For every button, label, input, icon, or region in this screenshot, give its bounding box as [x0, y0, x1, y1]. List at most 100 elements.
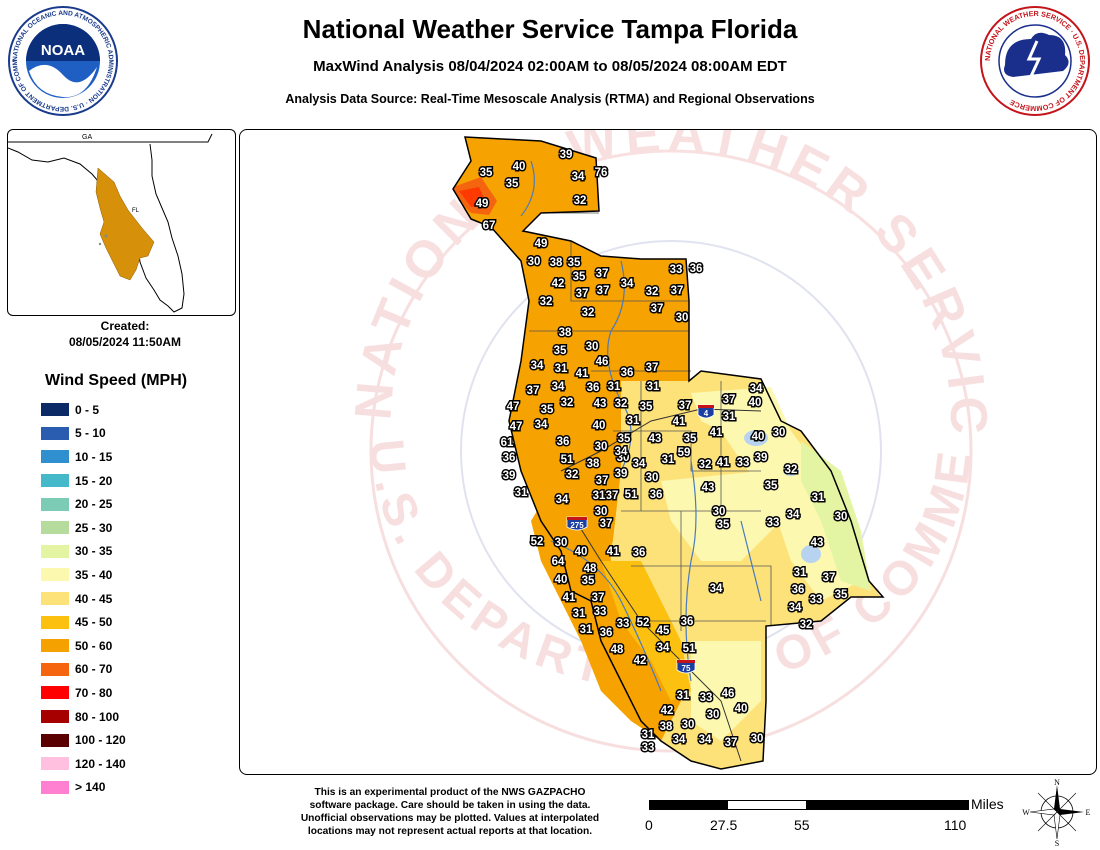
legend-label: 30 - 35: [75, 544, 113, 559]
interstate-75-shield: 75: [676, 659, 696, 674]
station-value: 51: [683, 643, 696, 655]
station-value: 30: [773, 427, 786, 439]
legend-row: 20 - 25: [41, 492, 126, 516]
station-value: 40: [513, 161, 526, 173]
nws-logo: NATIONAL WEATHER SERVICE · U.S. DEPARTME…: [980, 6, 1090, 116]
station-value: 36: [650, 489, 663, 501]
station-value: 48: [584, 563, 597, 575]
station-value: 40: [749, 397, 762, 409]
legend-title: Wind Speed (MPH): [45, 372, 188, 389]
station-value: 52: [637, 617, 650, 629]
station-value: 34: [750, 383, 763, 395]
legend-swatch: [41, 450, 69, 464]
station-value: 42: [634, 655, 647, 667]
station-value: 31: [812, 492, 825, 504]
station-value: 30: [751, 733, 764, 745]
legend-swatch: [41, 521, 69, 535]
legend-swatch: [41, 710, 69, 724]
station-value: 47: [507, 401, 520, 413]
legend-row: 0 - 5: [41, 398, 126, 422]
station-value: 40: [555, 574, 568, 586]
station-value: 37: [576, 288, 589, 300]
legend-label: 50 - 60: [75, 638, 113, 653]
legend-label: > 140: [75, 780, 106, 795]
station-value: 47: [510, 421, 523, 433]
station-value: 37: [606, 490, 619, 502]
legend-swatch: [41, 544, 69, 558]
station-value: 39: [615, 468, 628, 480]
compass-e: E: [1086, 808, 1091, 817]
station-value: 35: [573, 271, 586, 283]
station-value: 35: [506, 178, 519, 190]
station-value: 33: [737, 457, 750, 469]
legend-row: 10 - 15: [41, 445, 126, 469]
station-value: 31: [662, 454, 675, 466]
station-value: 34: [673, 734, 686, 746]
legend-label: 40 - 45: [75, 591, 113, 606]
station-value: 43: [702, 482, 715, 494]
legend-row: 25 - 30: [41, 516, 126, 540]
station-value: 45: [657, 625, 670, 637]
svg-text:4: 4: [704, 409, 709, 418]
legend-row: 120 - 140: [41, 752, 126, 776]
station-value: 33: [767, 517, 780, 529]
station-value: 61: [501, 437, 514, 449]
station-value: 32: [785, 464, 798, 476]
station-value: 37: [823, 572, 836, 584]
station-value: 40: [735, 703, 748, 715]
station-value: 31: [593, 490, 606, 502]
svg-text:275: 275: [570, 521, 584, 530]
station-value: 35: [554, 345, 567, 357]
station-value: 34: [789, 602, 802, 614]
legend-row: 50 - 60: [41, 634, 126, 658]
station-value: 51: [625, 489, 638, 501]
legend-row: 5 - 10: [41, 422, 126, 446]
station-value: 32: [574, 195, 587, 207]
station-value: 51: [561, 454, 574, 466]
station-value: 36: [633, 547, 646, 559]
interstate-highways: [560, 408, 762, 762]
station-value: 37: [600, 518, 613, 530]
legend-label: 15 - 20: [75, 473, 113, 488]
svg-text:75: 75: [682, 664, 691, 673]
station-value: 32: [800, 619, 813, 631]
station-value: 67: [483, 220, 496, 232]
station-value: 33: [700, 692, 713, 704]
station-value: 30: [617, 452, 630, 464]
station-value: 34: [699, 734, 712, 746]
legend-row: 100 - 120: [41, 728, 126, 752]
legend-label: 70 - 80: [75, 685, 113, 700]
station-value: 32: [615, 398, 628, 410]
station-value: 33: [642, 742, 655, 754]
scale-tick-3: 110: [944, 817, 967, 833]
station-value: 35: [640, 401, 653, 413]
legend-swatch: [41, 639, 69, 653]
legend-row: 70 - 80: [41, 681, 126, 705]
station-value: 36: [690, 263, 703, 275]
disclaimer-line: software package. Care should be taken i…: [309, 800, 591, 811]
station-value: 30: [586, 341, 599, 353]
locator-inset-map: GA FL: [7, 129, 236, 316]
station-value: 43: [811, 537, 824, 549]
noaa-logo: NATIONAL OCEANIC AND ATMOSPHERIC ADMINIS…: [7, 5, 118, 116]
station-value: 46: [722, 688, 735, 700]
station-value: 35: [582, 575, 595, 587]
compass-n: N: [1054, 778, 1060, 787]
disclaimer-line: This is an experimental product of the N…: [314, 787, 586, 798]
station-value: 42: [552, 278, 565, 290]
created-label: Created:: [100, 319, 150, 333]
compass-rose-icon: N S E W: [1022, 778, 1091, 847]
station-value: 36: [587, 382, 600, 394]
station-value: 37: [651, 303, 664, 315]
station-value: 33: [594, 606, 607, 618]
station-value: 35: [480, 167, 493, 179]
station-value: 34: [615, 446, 628, 458]
page-title: National Weather Service Tampa Florida: [302, 14, 798, 44]
station-value: 34: [633, 458, 646, 470]
legend-label: 80 - 100: [75, 709, 120, 724]
station-value: 30: [682, 719, 695, 731]
noaa-logo-text: NOAA: [41, 42, 85, 59]
station-value: 43: [594, 398, 607, 410]
legend-swatch: [41, 474, 69, 488]
